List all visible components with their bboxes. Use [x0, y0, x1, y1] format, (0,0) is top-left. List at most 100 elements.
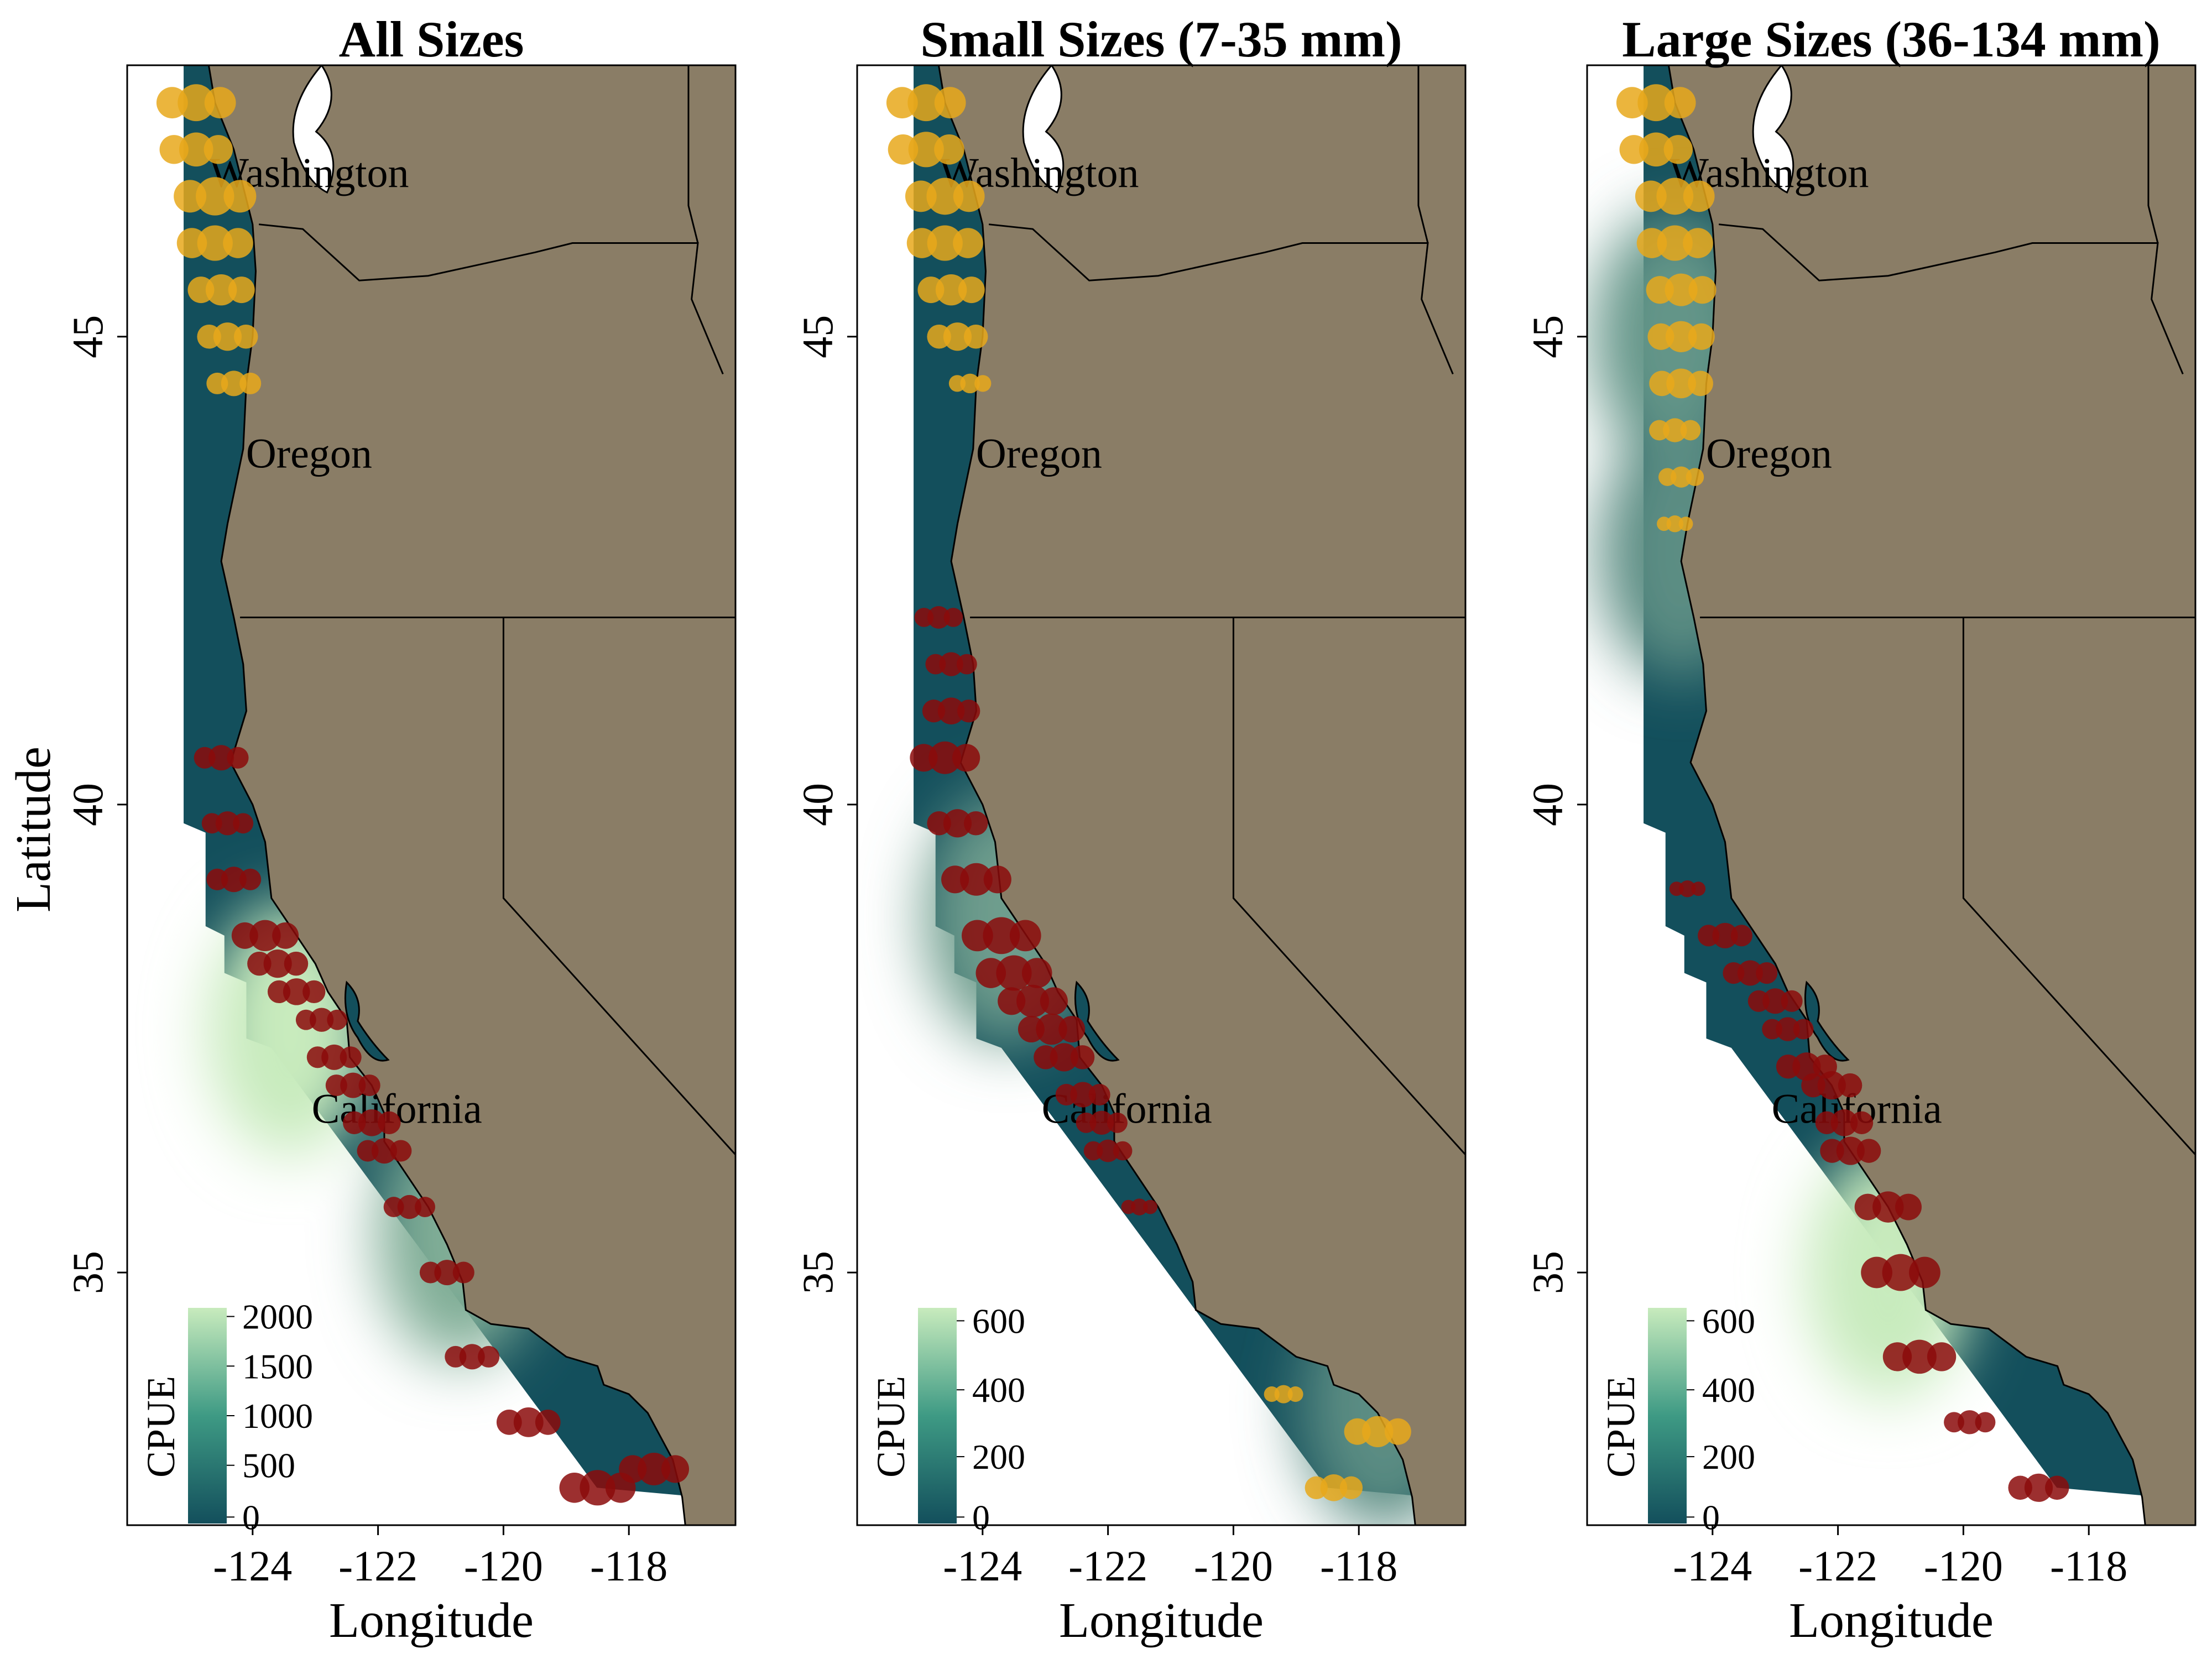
data-point	[478, 1345, 500, 1368]
wa-or-border	[258, 223, 724, 375]
data-point	[1107, 1112, 1128, 1133]
data-point	[1730, 925, 1752, 947]
x-tick-label: -122	[1798, 1542, 1877, 1590]
data-point	[943, 322, 972, 351]
data-point	[221, 867, 247, 893]
data-point	[340, 1046, 362, 1068]
data-point	[1678, 517, 1693, 531]
legend-tick-label: 1500	[242, 1347, 313, 1386]
state-label-oregon: Oregon	[1706, 431, 1832, 477]
data-point	[233, 813, 254, 834]
data-point	[1097, 1139, 1120, 1162]
data-point	[302, 980, 326, 1004]
data-point	[1021, 958, 1052, 988]
data-point	[284, 951, 309, 976]
data-point	[390, 1140, 412, 1162]
data-point	[1070, 1082, 1096, 1108]
x-tick-label: -122	[338, 1542, 418, 1590]
data-point	[928, 741, 962, 774]
data-point	[1856, 1139, 1881, 1163]
data-point	[358, 1074, 380, 1097]
data-point	[1671, 466, 1692, 488]
data-point	[983, 917, 1020, 954]
wa-id-border	[1417, 65, 1429, 243]
data-point	[1113, 1141, 1133, 1161]
y-tick-label: 45	[1524, 315, 1572, 358]
data-point	[1691, 881, 1706, 896]
panel-frame	[856, 64, 1467, 1526]
data-point	[213, 322, 242, 351]
data-point	[215, 811, 240, 836]
cpue-legend: 600 400 200 0 CPUE	[1599, 1301, 1755, 1537]
ca-nv-border	[1962, 617, 2195, 1156]
data-point	[1850, 1111, 1874, 1134]
wa-or-border	[1718, 223, 2184, 375]
data-point	[2024, 1473, 2053, 1502]
y-tick-label: 35	[794, 1251, 842, 1294]
data-point	[1287, 1386, 1303, 1402]
panel-frame	[126, 64, 737, 1526]
data-point	[957, 700, 980, 723]
legend-tick-label: 0	[1702, 1498, 1720, 1537]
puget-sound	[1752, 65, 1794, 194]
data-point	[1776, 1017, 1800, 1041]
y-tick-label: 45	[794, 315, 842, 358]
legend-colorbar	[1648, 1308, 1687, 1524]
ca-nv-border	[502, 617, 735, 1156]
x-tick-label: -124	[943, 1542, 1022, 1590]
data-point	[233, 325, 258, 349]
data-point	[179, 132, 213, 167]
legend-tick-label: 400	[972, 1370, 1025, 1410]
legend-tick-label: 1000	[242, 1396, 313, 1436]
data-point	[1680, 420, 1701, 441]
data-point	[1657, 225, 1693, 261]
data-point	[934, 87, 966, 119]
x-tick-label: -118	[2050, 1542, 2127, 1590]
data-point	[249, 920, 281, 952]
sf-bay	[344, 980, 390, 1062]
data-point	[1036, 1013, 1067, 1045]
data-point	[956, 654, 977, 675]
data-point	[1927, 1342, 1957, 1371]
data-point	[1975, 1412, 1996, 1433]
state-label-oregon: Oregon	[976, 431, 1102, 477]
x-axis-title: Longitude	[1789, 1593, 1994, 1648]
legend-colorbar	[188, 1308, 227, 1524]
data-point	[1737, 960, 1763, 986]
data-point	[1088, 1083, 1110, 1106]
y-axis-title: Latitude	[6, 747, 61, 912]
data-point	[1712, 922, 1738, 948]
data-point	[1683, 180, 1715, 212]
x-tick-label: -120	[1924, 1542, 2003, 1590]
data-point	[953, 228, 983, 258]
legend-tick-label: 600	[1702, 1301, 1755, 1340]
legend-tick-label: 500	[242, 1446, 295, 1485]
data-point	[1663, 135, 1693, 164]
data-point	[1362, 1416, 1394, 1447]
data-point	[1683, 228, 1713, 258]
data-point	[223, 228, 253, 258]
y-tick-label: 35	[64, 1251, 112, 1294]
data-point	[1070, 1045, 1095, 1070]
data-point	[638, 1452, 671, 1485]
data-point	[1666, 515, 1683, 533]
legend-tick-label: 0	[242, 1498, 260, 1537]
data-point	[1781, 990, 1803, 1012]
legend-tick-label: 0	[972, 1498, 990, 1537]
data-point	[204, 135, 233, 164]
data-point	[434, 1260, 460, 1286]
data-point	[1040, 987, 1068, 1015]
data-point	[1838, 1073, 1863, 1098]
panel-title: Small Sizes (7-35 mm)	[920, 11, 1402, 67]
data-point	[939, 652, 963, 676]
data-point	[1679, 880, 1696, 898]
legend-title: CPUE	[869, 1376, 913, 1478]
data-point	[1665, 321, 1697, 352]
x-tick-label: -122	[1068, 1542, 1147, 1590]
data-point	[927, 225, 963, 261]
data-point	[1817, 1071, 1846, 1100]
data-point	[958, 276, 985, 304]
data-point	[1339, 1476, 1363, 1499]
data-point	[1902, 1339, 1937, 1374]
